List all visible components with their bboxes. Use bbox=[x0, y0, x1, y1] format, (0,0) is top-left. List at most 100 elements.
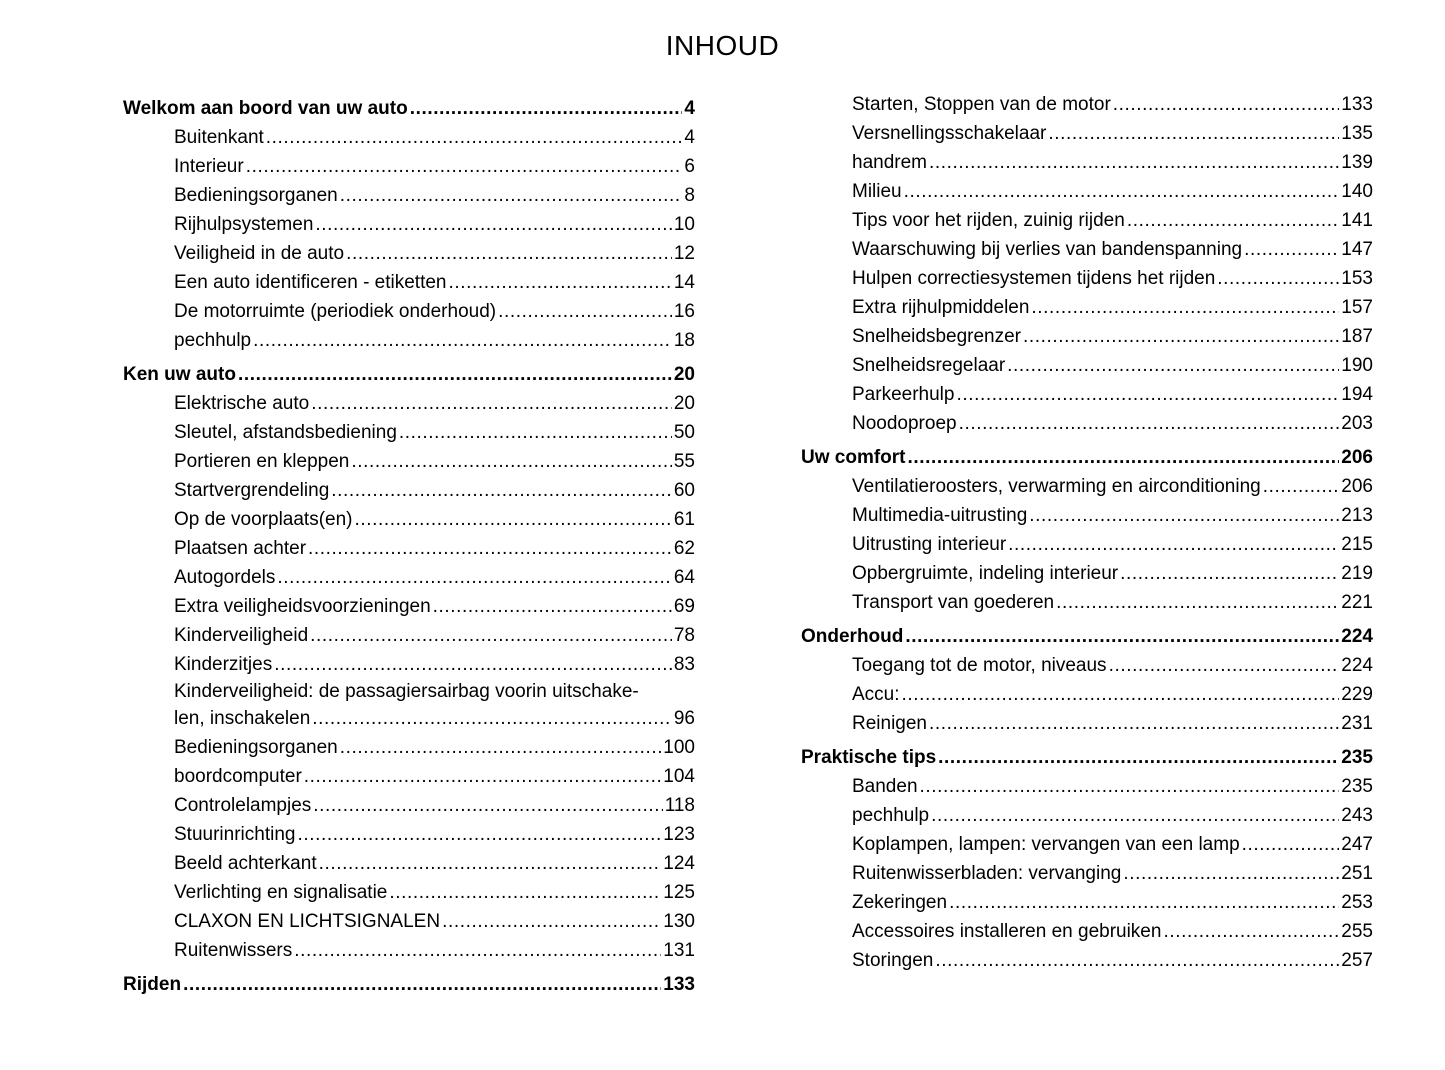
toc-entry[interactable]: Buitenkant 4 bbox=[123, 123, 695, 152]
toc-entry[interactable]: Reinigen 231 bbox=[801, 709, 1373, 738]
toc-entry-title: Een auto identificeren - etiketten bbox=[174, 272, 447, 293]
dot-leader bbox=[1109, 651, 1340, 680]
dot-leader bbox=[319, 849, 662, 878]
toc-page-number: 96 bbox=[673, 708, 695, 729]
toc-section[interactable]: Rijden 133 bbox=[123, 970, 695, 999]
toc-entry-title: Beeld achterkant bbox=[174, 853, 317, 874]
toc-entry[interactable]: Interieur 6 bbox=[123, 152, 695, 181]
toc-entry[interactable]: Controlelampjes 118 bbox=[123, 791, 695, 820]
dot-leader bbox=[935, 946, 1339, 975]
toc-entry[interactable]: Beeld achterkant 124 bbox=[123, 849, 695, 878]
toc-entry[interactable]: Opbergruimte, indeling interieur 219 bbox=[801, 559, 1373, 588]
toc-entry-title: CLAXON EN LICHTSIGNALEN bbox=[174, 911, 441, 932]
toc-entry[interactable]: Een auto identificeren - etiketten 14 bbox=[123, 268, 695, 297]
toc-entry[interactable]: Noodoproep 203 bbox=[801, 409, 1373, 438]
toc-entry[interactable]: Startvergrendeling 60 bbox=[123, 476, 695, 505]
toc-entry[interactable]: Kinderzitjes 83 bbox=[123, 650, 695, 679]
toc-entry[interactable]: Storingen 257 bbox=[801, 946, 1373, 975]
toc-entry-title: Autogordels bbox=[174, 567, 276, 588]
toc-entry[interactable]: Snelheidsbegrenzer 187 bbox=[801, 322, 1373, 351]
toc-entry-title: Elektrische auto bbox=[174, 393, 310, 414]
dot-leader bbox=[389, 878, 661, 907]
toc-entry-title: Starten, Stoppen van de motor bbox=[852, 94, 1111, 115]
toc-page-number: 224 bbox=[1341, 655, 1373, 676]
toc-section[interactable]: Ken uw auto 20 bbox=[123, 360, 695, 389]
toc-entry-title: Rijden bbox=[123, 974, 182, 995]
dot-leader bbox=[183, 970, 661, 999]
dot-leader bbox=[1123, 859, 1339, 888]
toc-page-number: 78 bbox=[673, 625, 695, 646]
toc-entry-title: Opbergruimte, indeling interieur bbox=[852, 563, 1119, 584]
toc-entry[interactable]: Op de voorplaats(en) 61 bbox=[123, 505, 695, 534]
dot-leader bbox=[433, 592, 672, 621]
toc-entry[interactable]: Versnellingsschakelaar 135 bbox=[801, 119, 1373, 148]
toc-entry[interactable]: Plaatsen achter 62 bbox=[123, 534, 695, 563]
toc-entry-title: Noodoproep bbox=[852, 413, 957, 434]
toc-entry[interactable]: Sleutel, afstandsbediening 50 bbox=[123, 418, 695, 447]
toc-entry[interactable]: Bedieningsorganen 8 bbox=[123, 181, 695, 210]
toc-section[interactable]: Onderhoud 224 bbox=[801, 622, 1373, 651]
toc-page-number: 131 bbox=[663, 940, 695, 961]
toc-section[interactable]: Welkom aan boord van uw auto 4 bbox=[123, 94, 695, 123]
toc-entry[interactable]: CLAXON EN LICHTSIGNALEN 130 bbox=[123, 907, 695, 936]
toc-entry[interactable]: Ruitenwissers 131 bbox=[123, 936, 695, 965]
toc-entry[interactable]: Portieren en kleppen 55 bbox=[123, 447, 695, 476]
toc-entry-title: Extra rijhulpmiddelen bbox=[852, 297, 1030, 318]
toc-entry[interactable]: Toegang tot de motor, niveaus 224 bbox=[801, 651, 1373, 680]
toc-entry[interactable]: Rijhulpsystemen 10 bbox=[123, 210, 695, 239]
toc-entry[interactable]: Verlichting en signalisatie 125 bbox=[123, 878, 695, 907]
toc-entry[interactable]: Banden 235 bbox=[801, 772, 1373, 801]
dot-leader bbox=[1023, 322, 1339, 351]
toc-entry[interactable]: Hulpen correctiesystemen tijdens het rij… bbox=[801, 264, 1373, 293]
toc-page-number: 16 bbox=[673, 301, 695, 322]
toc-entry[interactable]: De motorruimte (periodiek onderhoud) 16 bbox=[123, 297, 695, 326]
toc-entry-title: len, inschakelen bbox=[174, 708, 311, 729]
toc-entry[interactable]: Extra rijhulpmiddelen 157 bbox=[801, 293, 1373, 322]
toc-entry[interactable]: len, inschakelen 96 bbox=[123, 704, 695, 733]
toc-entry-title: Accu: bbox=[852, 684, 900, 705]
toc-entry[interactable]: Stuurinrichting 123 bbox=[123, 820, 695, 849]
toc-entry[interactable]: handrem 139 bbox=[801, 148, 1373, 177]
dot-leader bbox=[908, 443, 1340, 472]
toc-page-number: 20 bbox=[673, 393, 695, 414]
toc-entry[interactable]: Ventilatieroosters, verwarming en aircon… bbox=[801, 472, 1373, 501]
toc-entry[interactable]: Uitrusting interieur 215 bbox=[801, 530, 1373, 559]
toc-entry[interactable]: Waarschuwing bij verlies van bandenspann… bbox=[801, 235, 1373, 264]
toc-entry[interactable]: Autogordels 64 bbox=[123, 563, 695, 592]
toc-entry[interactable]: Veiligheid in de auto 12 bbox=[123, 239, 695, 268]
toc-entry[interactable]: Snelheidsregelaar 190 bbox=[801, 351, 1373, 380]
toc-entry[interactable]: Bedieningsorganen 100 bbox=[123, 733, 695, 762]
toc-entry-title: pechhulp bbox=[852, 805, 930, 826]
toc-entry[interactable]: Transport van goederen 221 bbox=[801, 588, 1373, 617]
toc-entry[interactable]: Extra veiligheidsvoorzieningen 69 bbox=[123, 592, 695, 621]
toc-entry[interactable]: Accessoires installeren en gebruiken 255 bbox=[801, 917, 1373, 946]
toc-entry[interactable]: Ruitenwisserbladen: vervanging 251 bbox=[801, 859, 1373, 888]
toc-entry-title: Tips voor het rijden, zuinig rijden bbox=[852, 210, 1125, 231]
toc-entry-title: Koplampen, lampen: vervangen van een lam… bbox=[852, 834, 1240, 855]
toc-page-number: 4 bbox=[684, 98, 695, 119]
toc-entry[interactable]: Koplampen, lampen: vervangen van een lam… bbox=[801, 830, 1373, 859]
toc-entry[interactable]: Kinderveiligheid 78 bbox=[123, 621, 695, 650]
toc-entry[interactable]: pechhulp 18 bbox=[123, 326, 695, 355]
dot-leader bbox=[1113, 90, 1340, 119]
toc-entry[interactable]: Zekeringen 253 bbox=[801, 888, 1373, 917]
toc-entry-title: Reinigen bbox=[852, 713, 927, 734]
dot-leader bbox=[931, 801, 1339, 830]
toc-entry[interactable]: pechhulp 243 bbox=[801, 801, 1373, 830]
toc-entry[interactable]: Accu: 229 bbox=[801, 680, 1373, 709]
toc-entry[interactable]: Multimedia-uitrusting 213 bbox=[801, 501, 1373, 530]
toc-section[interactable]: Uw comfort 206 bbox=[801, 443, 1373, 472]
dot-leader bbox=[1056, 588, 1339, 617]
toc-entry-title: Extra veiligheidsvoorzieningen bbox=[174, 596, 431, 617]
toc-entry[interactable]: Elektrische auto 20 bbox=[123, 389, 695, 418]
toc-entry[interactable]: Tips voor het rijden, zuinig rijden 141 bbox=[801, 206, 1373, 235]
toc-entry-title: Startvergrendeling bbox=[174, 480, 330, 501]
toc-entry[interactable]: Starten, Stoppen van de motor 133 bbox=[801, 90, 1373, 119]
toc-entry[interactable]: Milieu 140 bbox=[801, 177, 1373, 206]
toc-section[interactable]: Praktische tips 235 bbox=[801, 743, 1373, 772]
toc-entry-title: Plaatsen achter bbox=[174, 538, 307, 559]
toc-entry[interactable]: boordcomputer 104 bbox=[123, 762, 695, 791]
dot-leader bbox=[1244, 235, 1339, 264]
toc-entry[interactable]: Parkeerhulp 194 bbox=[801, 380, 1373, 409]
toc-page-number: 243 bbox=[1341, 805, 1373, 826]
